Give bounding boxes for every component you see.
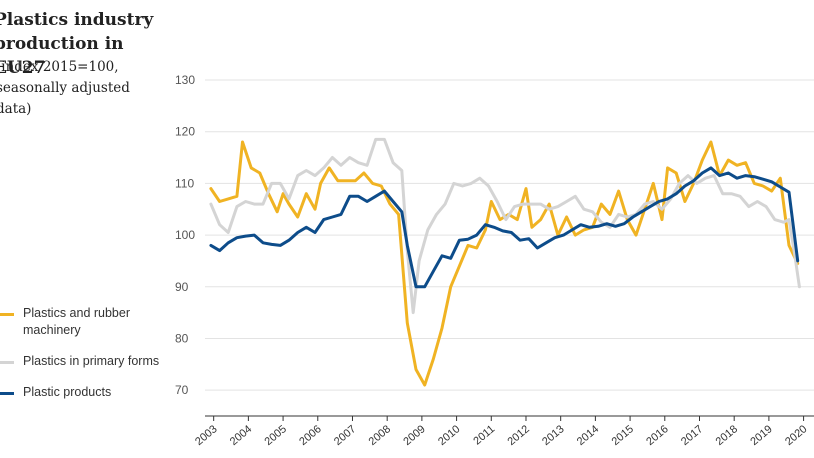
series-line-plastic-products [209, 166, 800, 289]
chart-title: Plastics industry production in EU27 [0, 10, 154, 78]
x-tick-label-2015: 2015 [610, 423, 636, 448]
x-tick-label-2018: 2018 [714, 423, 740, 448]
y-tick-label-130: 130 [175, 73, 195, 87]
x-tick-label-2008: 2008 [367, 423, 393, 448]
legend-label-plastic-products: Plastic products [23, 385, 112, 399]
legend-swatch-primary-forms [0, 361, 14, 364]
legend-swatch-plastic-products [0, 392, 14, 395]
x-tick-label-2006: 2006 [297, 423, 323, 448]
x-tick-label-2010: 2010 [436, 423, 462, 448]
x-tick-label-2004: 2004 [228, 423, 254, 448]
x-tick-label-2009: 2009 [401, 423, 427, 448]
x-tick-label-2005: 2005 [263, 423, 289, 448]
legend-label-primary-forms: Plastics in primary forms [23, 354, 160, 368]
y-tick-label-120: 120 [175, 125, 195, 139]
legend-swatch-machinery [0, 313, 14, 316]
y-tick-label-80: 80 [175, 331, 189, 345]
chart-subtitle: (index 2015=100, seasonally adjusted dat… [0, 59, 130, 117]
x-tick-label-2016: 2016 [644, 423, 670, 448]
series-line-machinery [209, 140, 800, 387]
x-tick-label-2013: 2013 [540, 423, 566, 448]
y-tick-label-100: 100 [175, 228, 195, 242]
legend-item-primary-forms[interactable]: Plastics in primary forms [0, 353, 175, 370]
y-tick-label-70: 70 [175, 383, 189, 397]
x-tick-label-2017: 2017 [679, 423, 705, 448]
x-tick-label-2020: 2020 [783, 423, 809, 448]
x-tick-label-2014: 2014 [575, 423, 601, 448]
legend-item-machinery[interactable]: Plastics and rubber machinery [0, 305, 175, 339]
x-tick-label-2012: 2012 [505, 423, 531, 448]
x-tick-label-2011: 2011 [471, 423, 497, 447]
y-tick-label-110: 110 [175, 176, 194, 190]
legend-item-plastic-products[interactable]: Plastic products [0, 384, 175, 401]
x-tick-label-2007: 2007 [332, 423, 358, 448]
legend: Plastics and rubber machinery Plastics i… [0, 305, 175, 415]
series-line-primary-forms [209, 137, 801, 315]
y-tick-label-90: 90 [175, 280, 189, 294]
x-tick-label-2019: 2019 [748, 423, 774, 448]
x-tick-label-2003: 2003 [193, 423, 219, 448]
legend-label-machinery: Plastics and rubber machinery [23, 306, 131, 337]
